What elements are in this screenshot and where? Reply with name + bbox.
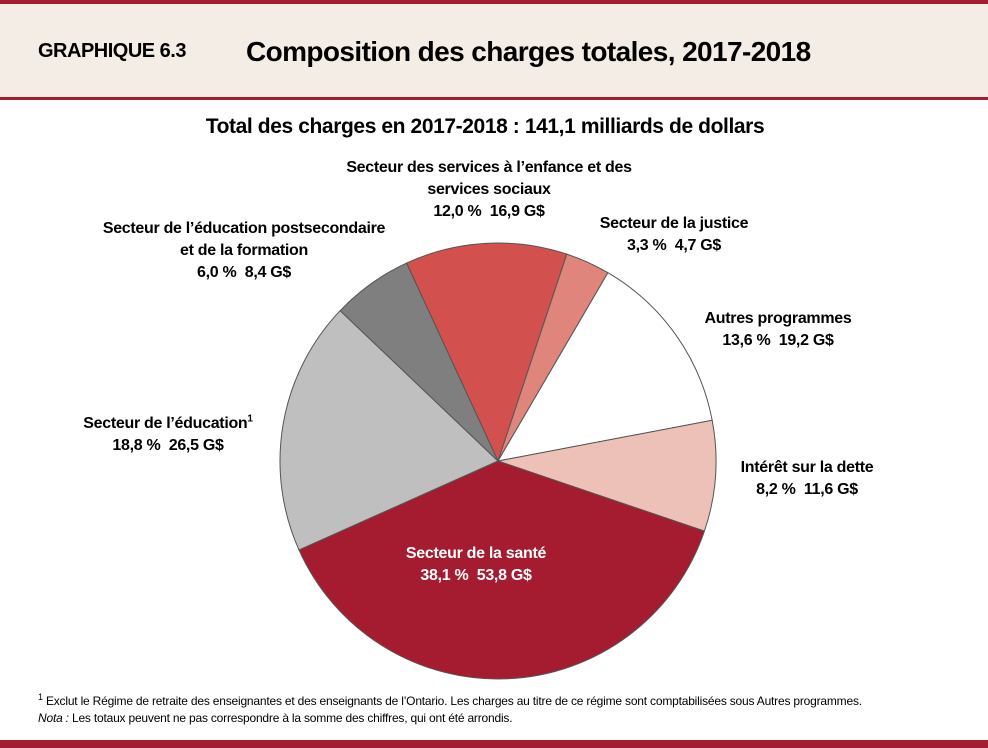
percent-label: 12,0 % xyxy=(433,203,482,220)
value-line: 6,0 % 8,4 G$ xyxy=(94,262,394,284)
value-line: 12,0 % 16,9 G$ xyxy=(339,201,639,223)
category-name: Intérêt sur la dette xyxy=(740,459,874,476)
slice-label: Secteur de la santé 38,1 % 53,8 G$ xyxy=(366,543,586,587)
percent-label: 3,3 % xyxy=(627,237,667,254)
category-name: Secteur de l’éducation1 xyxy=(83,413,253,432)
pie-slice xyxy=(279,309,499,551)
footnote: Exclut le Régime de retraite des enseign… xyxy=(45,694,862,708)
pie-slice xyxy=(405,242,568,463)
value-line: 38,1 % 53,8 G$ xyxy=(366,565,586,587)
value-line: 18,8 % 26,5 G$ xyxy=(58,435,278,457)
footnote-marker: 1 xyxy=(247,413,253,425)
note: Les totaux peuvent ne pas correspondre à… xyxy=(71,711,513,725)
chart-label: GRAPHIQUE 6.3 xyxy=(38,40,186,62)
slice-label: Secteur des services à l’enfance et des … xyxy=(339,157,639,223)
category-name: Secteur de l’éducation postsecondaire et… xyxy=(102,220,386,259)
chart-title: Composition des charges totales, 2017-20… xyxy=(246,36,811,67)
amount-label: 19,2 G$ xyxy=(778,332,834,349)
category-name: Secteur des services à l’enfance et des … xyxy=(346,159,632,198)
pie-slice xyxy=(298,460,706,680)
footnote-marker: 1 xyxy=(38,692,43,702)
amount-label: 26,5 G$ xyxy=(168,437,224,454)
pie-slice xyxy=(497,272,713,462)
category-name: Secteur de la santé xyxy=(405,545,547,562)
amount-label: 4,7 G$ xyxy=(674,237,722,254)
chart-subtitle: Total des charges en 2017-2018 : 141,1 m… xyxy=(205,115,765,138)
value-line: 3,3 % 4,7 G$ xyxy=(574,235,774,257)
slice-label: Secteur de l’éducation1 18,8 % 26,5 G$ xyxy=(58,413,278,457)
slice-label: Secteur de l’éducation postsecondaire et… xyxy=(94,218,394,284)
slice-label: Autres programmes 13,6 % 19,2 G$ xyxy=(668,308,888,352)
amount-label: 16,9 G$ xyxy=(489,203,545,220)
pie-slice xyxy=(496,419,717,532)
percent-label: 18,8 % xyxy=(112,437,161,454)
category-name: Autres programmes xyxy=(704,310,852,327)
header xyxy=(0,0,988,100)
value-line: 8,2 % 11,6 G$ xyxy=(707,479,907,501)
amount-label: 53,8 G$ xyxy=(476,567,532,584)
bottom-rule xyxy=(0,740,988,748)
percent-label: 13,6 % xyxy=(722,332,771,349)
percent-label: 38,1 % xyxy=(420,567,469,584)
amount-label: 11,6 G$ xyxy=(803,481,858,498)
category-name: Secteur de la justice xyxy=(599,215,749,232)
value-line: 13,6 % 19,2 G$ xyxy=(668,330,888,352)
slice-label: Intérêt sur la dette 8,2 % 11,6 G$ xyxy=(707,457,907,501)
amount-label: 8,4 G$ xyxy=(244,264,292,281)
note-label: Nota : xyxy=(38,711,69,725)
percent-label: 8,2 % xyxy=(756,481,796,498)
pie-slice xyxy=(339,262,499,462)
slice-label: Secteur de la justice 3,3 % 4,7 G$ xyxy=(574,213,774,257)
percent-label: 6,0 % xyxy=(197,264,237,281)
